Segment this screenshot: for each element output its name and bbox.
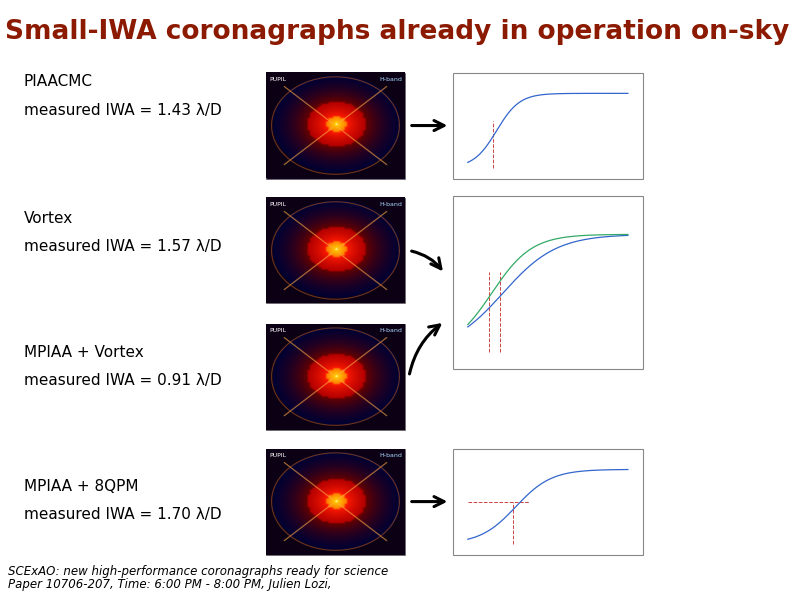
Text: PUPIL: PUPIL	[269, 202, 287, 207]
Text: MPIAA + 8QPM: MPIAA + 8QPM	[24, 478, 138, 494]
Bar	[453, 73, 643, 178]
Text: measured IWA = 1.70 λ/D: measured IWA = 1.70 λ/D	[24, 507, 222, 522]
Text: H-band: H-band	[379, 202, 402, 207]
Bar	[453, 449, 643, 555]
Text: Vortex: Vortex	[24, 211, 73, 226]
Text: SCExAO: new high-performance coronagraphs ready for science: SCExAO: new high-performance coronagraph…	[8, 565, 388, 578]
Text: measured IWA = 0.91 λ/D: measured IWA = 0.91 λ/D	[24, 373, 222, 389]
Bar	[266, 198, 405, 303]
Text: PUPIL: PUPIL	[269, 328, 287, 333]
Text: PUPIL: PUPIL	[269, 77, 287, 82]
Text: H-band: H-band	[379, 328, 402, 333]
Text: PUPIL: PUPIL	[269, 453, 287, 458]
Bar	[453, 196, 643, 369]
Text: measured IWA = 1.57 λ/D: measured IWA = 1.57 λ/D	[24, 239, 222, 255]
Bar	[266, 324, 405, 430]
Bar	[266, 73, 405, 178]
Text: H-band: H-band	[379, 77, 402, 82]
Text: measured IWA = 1.43 λ/D: measured IWA = 1.43 λ/D	[24, 102, 222, 118]
Text: Small-IWA coronagraphs already in operation on-sky: Small-IWA coronagraphs already in operat…	[5, 19, 789, 45]
Text: MPIAA + Vortex: MPIAA + Vortex	[24, 345, 144, 360]
Bar	[266, 449, 405, 555]
Text: Paper 10706-207, Time: 6:00 PM - 8:00 PM, Julien Lozi,: Paper 10706-207, Time: 6:00 PM - 8:00 PM…	[8, 578, 331, 591]
Text: H-band: H-band	[379, 453, 402, 458]
Text: PIAACMC: PIAACMC	[24, 74, 93, 89]
